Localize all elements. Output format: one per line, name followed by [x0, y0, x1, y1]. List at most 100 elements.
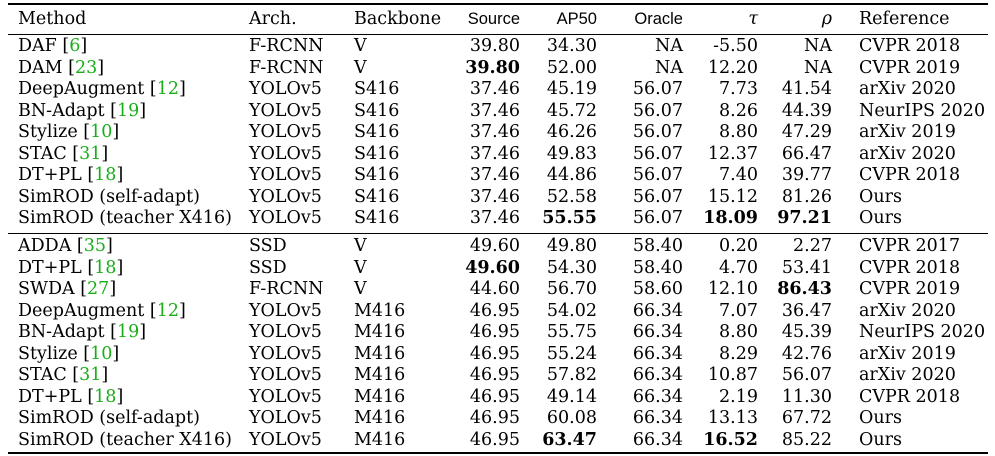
header-oracle: Oracle: [634, 10, 683, 28]
table-row: ADDA [35] SSD V 49.60 49.80 58.40 0.20 2.27 CVPR…: [8, 236, 988, 258]
method-name: ADDA: [18, 236, 72, 256]
citation-link[interactable]: 18: [94, 165, 117, 186]
cell-tau: 12.37: [707, 143, 758, 164]
cell-tau: 7.73: [719, 79, 758, 100]
citation-link[interactable]: 31: [79, 143, 102, 164]
bottom-rule: [8, 452, 988, 454]
method-name: SimROD (self-adapt): [18, 186, 200, 207]
cell-reference: arXiv 2020: [859, 365, 956, 386]
cell-ap50: 63.47: [542, 429, 597, 450]
cell-ap50: 55.75: [546, 322, 597, 343]
cell-arch: YOLOv5: [249, 408, 322, 429]
method-name: BN-Adapt: [18, 322, 105, 343]
cell-reference: CVPR 2019: [859, 279, 961, 300]
cell-oracle: 66.34: [632, 365, 683, 386]
cell-reference: NeurIPS 2020: [859, 322, 986, 343]
cell-backbone: V: [354, 36, 367, 56]
method-name: DAF: [18, 36, 57, 56]
cell-source: 46.95: [469, 408, 520, 429]
cell-reference: arXiv 2019: [859, 343, 956, 364]
cell-tau: 0.20: [719, 236, 758, 256]
cell-method: SWDA [27]: [18, 279, 117, 300]
citation-link[interactable]: 19: [117, 322, 140, 343]
citation-link[interactable]: 10: [90, 343, 113, 364]
cell-tau: 8.29: [719, 343, 758, 364]
method-name: SimROD (self-adapt): [18, 408, 200, 429]
cell-rho: 42.76: [781, 343, 832, 364]
cell-backbone: M416: [354, 343, 406, 364]
citation-link[interactable]: 12: [156, 300, 179, 321]
cell-ap50: 60.08: [546, 408, 597, 429]
cell-source: 37.46: [469, 100, 520, 121]
cell-method: STAC [31]: [18, 143, 109, 164]
cell-oracle: 56.07: [632, 79, 683, 100]
cell-reference: arXiv 2019: [859, 122, 956, 143]
cell-reference: CVPR 2018: [859, 165, 961, 186]
cell-reference: CVPR 2019: [859, 57, 961, 78]
cell-arch: YOLOv5: [249, 322, 322, 343]
citation-link[interactable]: 23: [74, 57, 98, 78]
citation-link[interactable]: 18: [94, 386, 117, 407]
cell-arch: YOLOv5: [249, 343, 322, 364]
cell-tau: 2.19: [719, 386, 758, 407]
citation-link[interactable]: 35: [83, 236, 107, 256]
cell-tau: 12.20: [707, 57, 758, 78]
cell-reference: Ours: [859, 429, 902, 450]
cell-ap50: 52.58: [546, 186, 597, 207]
cell-source: 39.80: [469, 36, 520, 56]
cell-tau: 4.70: [719, 257, 758, 278]
table-row: DAM [23] F-RCNN V 39.80 52.00 NA 12.20 NA CVPR 2…: [8, 58, 988, 80]
cell-oracle: 66.34: [632, 408, 683, 429]
cell-method: DT+PL [18]: [18, 257, 124, 278]
cell-source: 46.95: [469, 365, 520, 386]
method-name: SWDA: [18, 279, 75, 300]
cell-oracle: 56.07: [632, 208, 683, 229]
cell-ap50: 55.24: [546, 343, 597, 364]
cell-backbone: M416: [354, 365, 406, 386]
cell-method: DeepAugment [12]: [18, 300, 186, 321]
cell-source: 37.46: [469, 165, 520, 186]
citation-link[interactable]: 27: [87, 279, 110, 300]
cell-backbone: V: [354, 257, 367, 278]
cell-oracle: 66.34: [632, 300, 683, 321]
cell-arch: YOLOv5: [249, 79, 322, 100]
cell-tau: 8.26: [719, 100, 758, 121]
group-rule: [8, 233, 988, 234]
citation-link[interactable]: 18: [94, 257, 117, 278]
cell-rho: 85.22: [781, 429, 832, 450]
cell-source: 37.46: [469, 186, 520, 207]
cell-oracle: 66.34: [632, 429, 683, 450]
cell-source: 37.46: [469, 122, 520, 143]
cell-backbone: S416: [354, 100, 400, 121]
cell-tau: 12.10: [707, 279, 758, 300]
cell-rho: 81.26: [781, 186, 832, 207]
table-row: DT+PL [18] YOLOv5 M416 46.95 49.14 66.34 2.19 1…: [8, 387, 988, 409]
citation-link[interactable]: 12: [156, 79, 179, 100]
cell-arch: YOLOv5: [249, 386, 322, 407]
cell-backbone: M416: [354, 300, 406, 321]
cell-ap50: 44.86: [546, 165, 597, 186]
header-row: Method Arch. Backbone Source AP50 Oracle…: [8, 9, 988, 31]
table-row: SimROD (teacher X416) YOLOv5 S416 37.46 55.5…: [8, 208, 988, 230]
table-row: BN-Adapt [19] YOLOv5 M416 46.95 55.75 66.34 8.…: [8, 322, 988, 344]
citation-link[interactable]: 19: [117, 100, 140, 121]
cell-backbone: S416: [354, 79, 400, 100]
cell-arch: YOLOv5: [249, 122, 322, 143]
cell-ap50: 54.02: [546, 300, 597, 321]
cell-method: Stylize [10]: [18, 343, 120, 364]
cell-arch: YOLOv5: [249, 300, 322, 321]
cell-source: 46.95: [469, 343, 520, 364]
citation-link[interactable]: 31: [79, 365, 102, 386]
cell-arch: YOLOv5: [249, 100, 322, 121]
citation-link[interactable]: 10: [90, 122, 113, 143]
method-name: SimROD (teacher X416): [18, 429, 232, 450]
cell-arch: YOLOv5: [249, 143, 322, 164]
cell-ap50: 54.30: [546, 257, 597, 278]
header-reference: Reference: [859, 9, 950, 29]
cell-method: SimROD (teacher X416): [18, 430, 232, 452]
citation-link[interactable]: 6: [69, 36, 81, 56]
cell-arch: YOLOv5: [249, 165, 322, 186]
cell-rho: 45.39: [781, 322, 832, 343]
cell-method: DAF [6]: [18, 36, 88, 56]
cell-arch: YOLOv5: [249, 208, 322, 229]
